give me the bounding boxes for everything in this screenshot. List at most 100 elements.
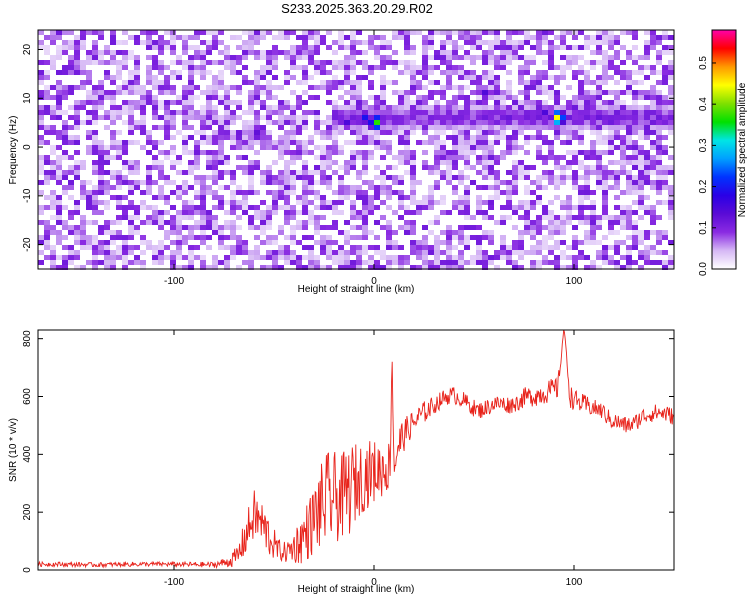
heatmap-cell <box>260 240 266 245</box>
heatmap-cell <box>278 110 284 115</box>
heatmap-cell <box>620 145 626 150</box>
heatmap-cell <box>110 135 116 140</box>
heatmap-cell <box>554 165 560 170</box>
heatmap-cell <box>584 125 590 130</box>
heatmap-cell <box>434 260 440 265</box>
heatmap-cell <box>326 245 332 250</box>
heatmap-cell <box>584 180 590 185</box>
heatmap-cell <box>116 75 122 80</box>
heatmap-cell <box>68 255 74 260</box>
heatmap-cell <box>560 45 566 50</box>
heatmap-cell <box>362 180 368 185</box>
heatmap-cell <box>272 190 278 195</box>
heatmap-cell <box>650 245 656 250</box>
heatmap-cell <box>200 125 206 130</box>
heatmap-cell <box>668 75 674 80</box>
heatmap-cell <box>236 45 242 50</box>
heatmap-cell <box>50 195 56 200</box>
heatmap-cell <box>128 125 134 130</box>
heatmap-cell <box>650 100 656 105</box>
heatmap-cell <box>242 245 248 250</box>
heatmap-cell <box>254 130 260 135</box>
heatmap-cell <box>92 200 98 205</box>
heatmap-cell <box>272 140 278 145</box>
heatmap-cell <box>260 230 266 235</box>
heatmap-cell <box>602 80 608 85</box>
heatmap-cell <box>326 205 332 210</box>
heatmap-cell <box>248 120 254 125</box>
heatmap-cell <box>410 115 416 120</box>
heatmap-cell <box>512 145 518 150</box>
heatmap-cell <box>188 150 194 155</box>
heatmap-cell <box>344 120 350 125</box>
heatmap-cell <box>374 140 380 145</box>
heatmap-cell <box>188 90 194 95</box>
heatmap-cell <box>122 150 128 155</box>
heatmap-cell <box>308 170 314 175</box>
heatmap-cell <box>50 260 56 265</box>
heatmap-cell <box>92 120 98 125</box>
heatmap-cell <box>218 205 224 210</box>
heatmap-cell <box>614 250 620 255</box>
heatmap-cell <box>320 250 326 255</box>
heatmap-cell <box>254 40 260 45</box>
heatmap-cell <box>296 240 302 245</box>
heatmap-cell <box>278 190 284 195</box>
heatmap-cell <box>638 105 644 110</box>
heatmap-cell <box>50 60 56 65</box>
heatmap-cell <box>542 100 548 105</box>
heatmap-cell <box>542 125 548 130</box>
heatmap-cell <box>74 140 80 145</box>
heatmap-cell <box>398 100 404 105</box>
heatmap-cell <box>596 150 602 155</box>
heatmap-cell <box>164 40 170 45</box>
heatmap-cell <box>254 120 260 125</box>
heatmap-cell <box>170 40 176 45</box>
heatmap-cell <box>434 115 440 120</box>
heatmap-cell <box>578 250 584 255</box>
heatmap-cell <box>542 260 548 265</box>
heatmap-cell <box>668 90 674 95</box>
heatmap-cell <box>362 250 368 255</box>
heatmap-cell <box>458 180 464 185</box>
heatmap-cell <box>566 200 572 205</box>
heatmap-cell <box>320 195 326 200</box>
heatmap-cell <box>146 215 152 220</box>
heatmap-cell <box>596 240 602 245</box>
heatmap-cell <box>590 155 596 160</box>
heatmap-cell <box>164 65 170 70</box>
heatmap-cell <box>248 260 254 265</box>
heatmap-cell <box>230 230 236 235</box>
heatmap-cell <box>416 200 422 205</box>
heatmap-cell <box>596 140 602 145</box>
heatmap-cell <box>398 200 404 205</box>
heatmap-cell <box>620 220 626 225</box>
heatmap-cell <box>404 260 410 265</box>
heatmap-cell <box>218 95 224 100</box>
heatmap-cell <box>494 80 500 85</box>
heatmap-cell <box>440 265 446 270</box>
heatmap-cell <box>266 215 272 220</box>
heatmap-cell <box>386 195 392 200</box>
heatmap-cell <box>248 140 254 145</box>
heatmap-cell <box>404 130 410 135</box>
heatmap-cell <box>476 185 482 190</box>
heatmap-cell <box>410 175 416 180</box>
heatmap-cell <box>446 80 452 85</box>
heatmap-cell <box>92 90 98 95</box>
heatmap-cell <box>266 255 272 260</box>
heatmap-cell <box>146 90 152 95</box>
heatmap-cell <box>452 135 458 140</box>
heatmap-cell <box>494 40 500 45</box>
heatmap-cell <box>350 210 356 215</box>
heatmap-cell <box>494 160 500 165</box>
heatmap-cell <box>338 195 344 200</box>
heatmap-cell <box>500 110 506 115</box>
heatmap-cell <box>224 105 230 110</box>
heatmap-cell <box>152 245 158 250</box>
heatmap-cell <box>482 130 488 135</box>
heatmap-cell <box>650 70 656 75</box>
heatmap-cell <box>428 110 434 115</box>
heatmap-cell <box>374 120 380 125</box>
